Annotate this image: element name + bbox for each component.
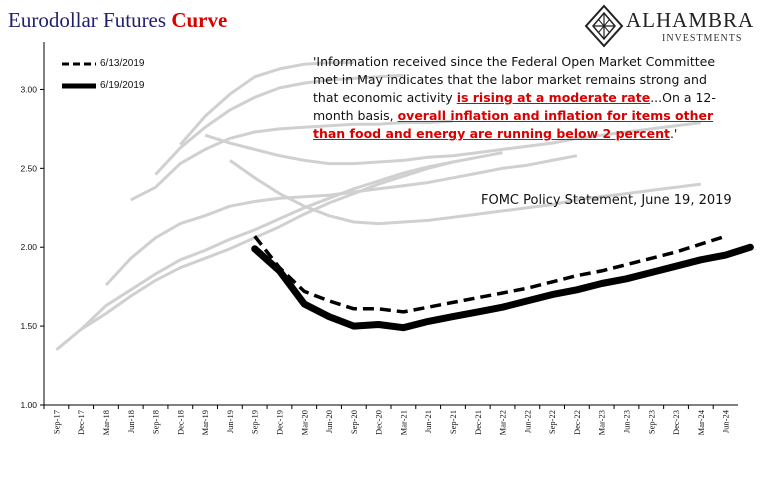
history-curve-7	[179, 61, 354, 146]
title-accent: Curve	[171, 8, 228, 32]
quote-source: FOMC Policy Statement, June 19, 2019	[481, 193, 732, 208]
x-tick-label: Dec-20	[374, 410, 384, 435]
x-tick-label: Mar-21	[398, 410, 408, 435]
quote-text-3: .'	[669, 126, 678, 141]
x-tick-label: Sep-19	[250, 410, 260, 434]
x-tick-label: Jun-19	[225, 410, 235, 433]
title-main: Eurodollar Futures	[8, 8, 167, 32]
chart-axes: 1.00 1.50 2.00 2.50 3.00 Sep-17 Dec-17 Mar-18 Ju…	[20, 42, 738, 435]
quote-text-1: 'Information received since the Federal …	[313, 54, 716, 105]
x-tick-label: Dec-23	[671, 410, 681, 435]
x-tick-label: Mar-22	[498, 410, 508, 435]
history-curve-6	[154, 73, 404, 176]
x-tick-label: Dec-22	[572, 410, 582, 435]
history-curve-5	[130, 119, 454, 202]
history-curve-2	[55, 160, 454, 351]
x-tick-label: Jun-20	[324, 410, 334, 433]
x-tick-label: Mar-18	[101, 410, 111, 435]
diamond-lattice-icon	[584, 4, 624, 48]
x-tick-label: Dec-19	[274, 410, 284, 435]
history-curve-4	[104, 154, 578, 287]
brand-logo: ALHAMBRA INVESTMENTS	[584, 4, 764, 48]
x-tick-label: Jun-24	[721, 409, 731, 433]
y-tick-label: 1.00	[20, 400, 37, 410]
x-tick-label: Jun-18	[126, 410, 136, 433]
chart-title: Eurodollar Futures Curve	[8, 8, 227, 33]
quote-highlight-2: overall inflation and inflation for item…	[313, 108, 714, 141]
x-tick-label: Jun-23	[621, 410, 631, 433]
y-tick-label: 1.50	[20, 321, 37, 331]
x-tick-label: Jun-22	[522, 410, 532, 433]
legend-label-2: 6/19/2019	[100, 80, 145, 91]
x-tick-label: Sep-22	[547, 410, 557, 434]
legend-label-1: 6/13/2019	[100, 58, 145, 69]
x-tick-label: Sep-18	[151, 410, 161, 434]
quote-highlight-1: is rising at a moderate rate	[456, 90, 651, 105]
x-tick-label: Dec-18	[175, 410, 185, 435]
quote-text-2: ...On a 12-month basis,	[313, 90, 716, 123]
history-curve-8	[204, 121, 701, 166]
series-line-2019-06-19	[251, 243, 754, 332]
history-curve-3	[80, 151, 503, 331]
fomc-quote: 'Information received since the Federal …	[313, 53, 733, 143]
x-tick-label: Sep-21	[448, 410, 458, 434]
x-tick-label: Sep-17	[51, 410, 61, 434]
history-curve-9	[229, 159, 701, 226]
x-tick-label: Mar-24	[696, 409, 706, 435]
x-tick-label: Mar-20	[299, 410, 309, 435]
main-curves	[251, 234, 754, 332]
brand-tagline: INVESTMENTS	[662, 33, 743, 44]
y-tick-label: 2.00	[20, 242, 37, 252]
series-line-2019-06-13	[253, 234, 727, 314]
x-tick-label: Dec-17	[76, 410, 86, 435]
y-tick-label: 2.50	[20, 163, 37, 173]
x-tick-label: Sep-20	[349, 410, 359, 434]
x-tick-label: Sep-23	[646, 410, 656, 434]
brand-name: ALHAMBRA	[626, 8, 755, 32]
x-tick-label: Dec-21	[473, 410, 483, 435]
x-tick-label: Jun-21	[423, 410, 433, 433]
y-tick-label: 3.00	[20, 84, 37, 94]
x-tick-label: Mar-19	[200, 410, 210, 435]
x-tick-label: Mar-23	[597, 410, 607, 435]
